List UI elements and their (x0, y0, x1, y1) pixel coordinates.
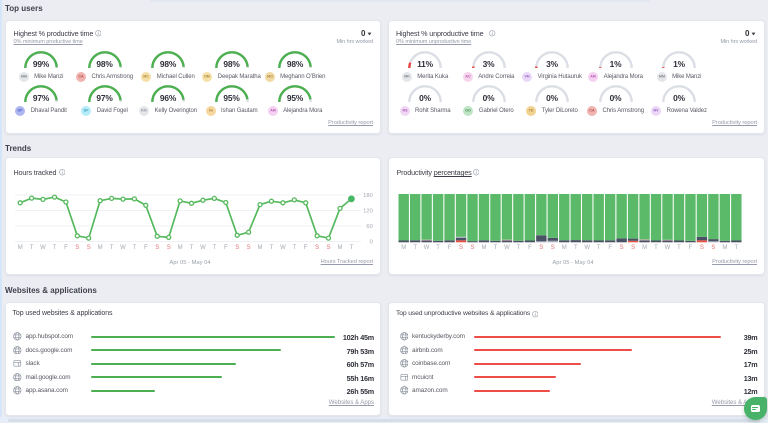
svg-text:S: S (470, 245, 474, 251)
svg-text:T: T (413, 245, 417, 251)
svg-text:T: T (110, 245, 114, 251)
svg-text:120: 120 (363, 209, 373, 215)
svg-text:0: 0 (370, 240, 373, 246)
svg-text:T: T (270, 245, 274, 251)
svg-text:W: W (280, 245, 286, 251)
svg-text:T: T (436, 245, 440, 251)
svg-text:W: W (584, 245, 590, 251)
svg-text:Apr 05 - May 04: Apr 05 - May 04 (552, 260, 594, 266)
svg-text:S: S (700, 245, 704, 251)
svg-text:T: T (190, 245, 194, 251)
svg-text:Apr 05 - May 04: Apr 05 - May 04 (169, 260, 211, 266)
svg-text:S: S (631, 245, 635, 251)
svg-text:T: T (30, 245, 34, 251)
svg-text:F: F (608, 245, 612, 251)
svg-text:T: T (350, 245, 354, 251)
svg-text:S: S (539, 245, 543, 251)
svg-text:T: T (654, 245, 658, 251)
svg-text:W: W (200, 245, 206, 251)
svg-text:S: S (247, 245, 251, 251)
svg-text:S: S (326, 245, 330, 251)
svg-text:T: T (494, 245, 498, 251)
svg-text:T: T (133, 245, 137, 251)
svg-text:F: F (64, 245, 68, 251)
svg-text:W: W (424, 245, 430, 251)
svg-text:180: 180 (363, 193, 373, 199)
svg-text:S: S (167, 245, 171, 251)
svg-text:T: T (574, 245, 578, 251)
svg-text:T: T (734, 245, 738, 251)
svg-text:S: S (315, 245, 319, 251)
svg-text:S: S (75, 245, 79, 251)
svg-text:F: F (448, 245, 452, 251)
svg-text:F: F (689, 245, 693, 251)
svg-text:M: M (258, 245, 263, 251)
svg-text:T: T (212, 245, 216, 251)
svg-text:T: T (677, 245, 681, 251)
svg-text:M: M (642, 245, 647, 251)
svg-text:M: M (722, 245, 727, 251)
svg-text:M: M (562, 245, 567, 251)
svg-text:M: M (98, 245, 103, 251)
svg-text:F: F (304, 245, 308, 251)
svg-text:T: T (597, 245, 601, 251)
svg-text:M: M (482, 245, 487, 251)
svg-text:W: W (120, 245, 126, 251)
svg-text:T: T (517, 245, 521, 251)
svg-text:S: S (711, 245, 715, 251)
svg-text:M: M (178, 245, 183, 251)
svg-text:S: S (459, 245, 463, 251)
svg-text:W: W (665, 245, 671, 251)
svg-text:F: F (528, 245, 532, 251)
svg-text:S: S (620, 245, 624, 251)
svg-text:W: W (40, 245, 46, 251)
svg-text:S: S (235, 245, 239, 251)
svg-text:T: T (53, 245, 57, 251)
svg-text:F: F (224, 245, 228, 251)
svg-text:60: 60 (366, 224, 372, 230)
svg-text:S: S (155, 245, 159, 251)
svg-text:T: T (292, 245, 296, 251)
svg-text:W: W (504, 245, 510, 251)
svg-text:M: M (18, 245, 23, 251)
svg-text:M: M (401, 245, 406, 251)
svg-text:F: F (144, 245, 148, 251)
svg-text:M: M (338, 245, 343, 251)
svg-text:S: S (551, 245, 555, 251)
svg-text:S: S (87, 245, 91, 251)
